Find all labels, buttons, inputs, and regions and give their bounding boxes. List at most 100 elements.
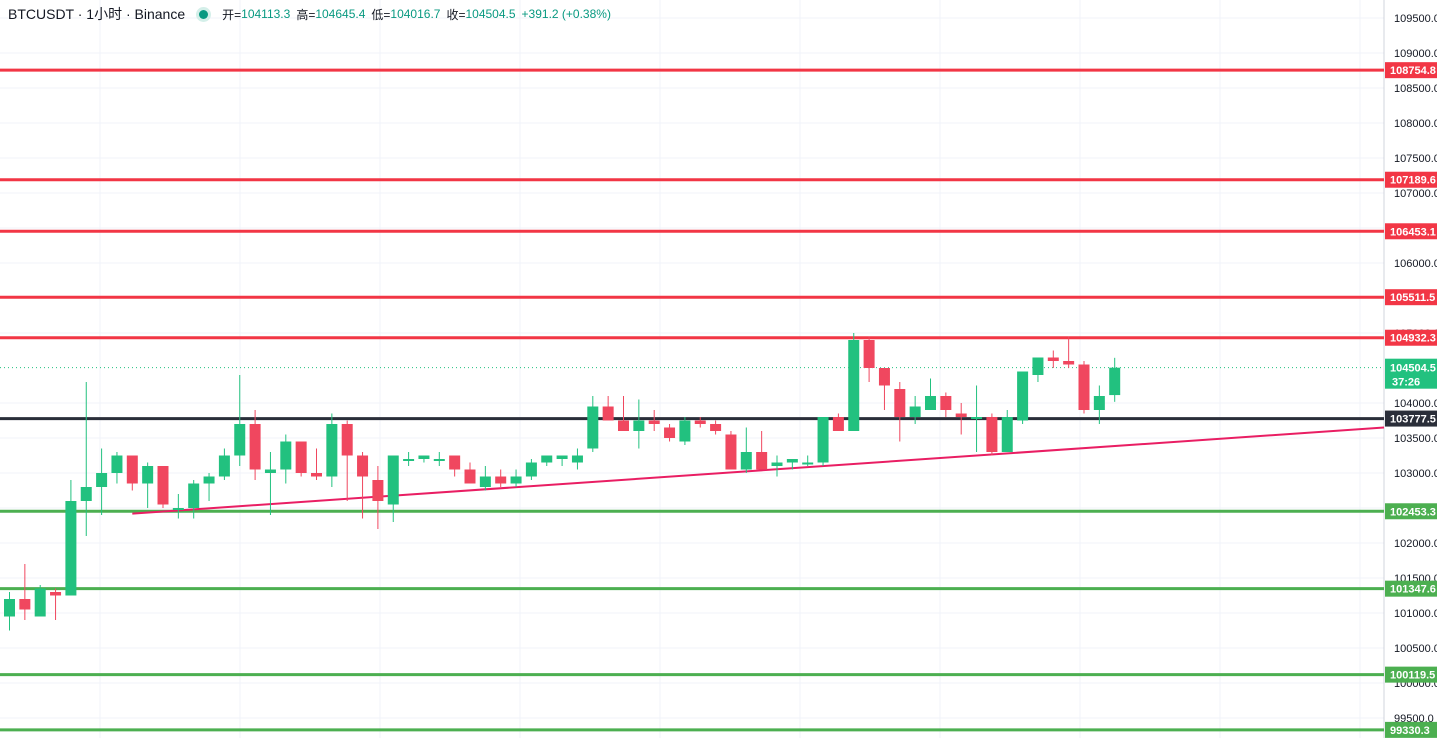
candle-body[interactable] <box>96 473 108 487</box>
price-level-tag[interactable] <box>1385 721 1437 738</box>
price-level-tag[interactable] <box>1385 666 1437 683</box>
price-level-tag-label: 101347.6 <box>1390 584 1436 596</box>
candle-body[interactable] <box>664 427 676 439</box>
price-level-tag[interactable] <box>1385 329 1437 346</box>
candle-body[interactable] <box>142 466 154 484</box>
symbol-title[interactable]: BTCUSDT · 1小时 · Binance <box>8 6 186 22</box>
candle-body[interactable] <box>756 452 768 470</box>
candle-body[interactable] <box>188 483 200 509</box>
market-status-icon[interactable] <box>199 9 209 19</box>
price-level-tag[interactable] <box>1385 503 1437 520</box>
candle-body[interactable] <box>234 424 246 456</box>
candle-body[interactable] <box>111 455 123 474</box>
candle-body[interactable] <box>1093 396 1105 410</box>
candle-body[interactable] <box>1047 357 1059 362</box>
candle-body[interactable] <box>618 420 629 432</box>
candle-body[interactable] <box>249 424 261 470</box>
open-label: 开= <box>222 7 242 22</box>
candle-body[interactable] <box>525 462 537 477</box>
candle-body[interactable] <box>710 424 722 431</box>
candle-body[interactable] <box>694 420 706 425</box>
candle-body[interactable] <box>326 424 338 477</box>
candle-body[interactable] <box>1017 371 1029 421</box>
candle-body[interactable] <box>449 455 461 470</box>
candle-body[interactable] <box>1109 367 1121 396</box>
candle-body[interactable] <box>725 434 737 470</box>
candle-body[interactable] <box>510 476 522 484</box>
candle-body[interactable] <box>341 424 353 456</box>
candle-body[interactable] <box>1032 357 1044 376</box>
candle-body[interactable] <box>571 455 583 463</box>
candle-body[interactable] <box>541 455 553 463</box>
price-level-tag[interactable] <box>1385 580 1437 597</box>
candle-body[interactable] <box>832 417 844 431</box>
candle-body[interactable] <box>740 452 752 470</box>
candle-body[interactable] <box>479 476 491 488</box>
candle-body[interactable] <box>802 462 814 465</box>
candle-body[interactable] <box>1078 364 1090 411</box>
y-tick-label: 106000.0 <box>1394 258 1437 270</box>
candle-body[interactable] <box>971 417 983 419</box>
candle-body[interactable] <box>495 476 507 484</box>
candle-body[interactable] <box>602 406 614 421</box>
candle-body[interactable] <box>372 480 384 501</box>
price-level-tag[interactable] <box>1385 62 1437 79</box>
price-level-tag-label: 104932.3 <box>1390 333 1436 345</box>
candle-body[interactable] <box>909 406 921 418</box>
candle-body[interactable] <box>387 455 399 505</box>
candle-body[interactable] <box>433 459 445 461</box>
candle-body[interactable] <box>280 441 292 470</box>
y-tick-label: 109000.0 <box>1394 48 1437 60</box>
candle-body[interactable] <box>218 455 230 477</box>
y-tick-label: 101000.0 <box>1394 608 1437 620</box>
candle-body[interactable] <box>126 455 138 484</box>
candle-body[interactable] <box>403 459 415 461</box>
y-tick-label: 104000.0 <box>1394 398 1437 410</box>
price-level-tag[interactable] <box>1385 410 1437 427</box>
candle-body[interactable] <box>34 588 46 617</box>
candle-body[interactable] <box>1001 417 1013 452</box>
last-price-tag-label: 104504.5 <box>1390 363 1436 375</box>
y-tick-label: 108500.0 <box>1394 83 1437 95</box>
candle-body[interactable] <box>633 420 645 432</box>
candle-body[interactable] <box>157 466 169 505</box>
candle-body[interactable] <box>80 487 92 501</box>
last-price-tag[interactable] <box>1385 358 1437 389</box>
candle-body[interactable] <box>771 462 783 467</box>
candle-body[interactable] <box>848 340 860 431</box>
candle-body[interactable] <box>172 508 184 510</box>
price-level-tag[interactable] <box>1385 171 1437 188</box>
price-level-tag[interactable] <box>1385 223 1437 240</box>
candle-body[interactable] <box>986 417 998 452</box>
candle-body[interactable] <box>1063 361 1075 365</box>
candle-body[interactable] <box>295 441 307 474</box>
candle-body[interactable] <box>556 455 568 460</box>
candle-body[interactable] <box>203 476 215 484</box>
candle-body[interactable] <box>786 459 798 463</box>
price-level-tag[interactable] <box>1385 289 1437 306</box>
candle-body[interactable] <box>878 368 890 386</box>
candle-body[interactable] <box>925 396 936 410</box>
candle-body[interactable] <box>648 420 660 425</box>
high-label: 高= <box>296 7 316 22</box>
candle-body[interactable] <box>955 413 967 418</box>
candle-body[interactable] <box>418 455 430 460</box>
candle-body[interactable] <box>940 396 952 410</box>
candle-body[interactable] <box>264 469 276 474</box>
candle-body[interactable] <box>50 592 62 596</box>
price-level-tag-label: 106453.1 <box>1390 226 1436 238</box>
candle-body[interactable] <box>65 501 77 596</box>
candle-body[interactable] <box>863 340 875 368</box>
trend-line[interactable] <box>132 426 1385 515</box>
candle-body[interactable] <box>357 455 369 477</box>
candle-body[interactable] <box>587 406 599 449</box>
candle-body[interactable] <box>19 599 31 610</box>
candle-body[interactable] <box>679 420 691 442</box>
candle-body[interactable] <box>311 473 322 477</box>
candle-body[interactable] <box>817 417 829 463</box>
candle-body[interactable] <box>894 389 906 417</box>
candle-body[interactable] <box>4 599 15 617</box>
candle-body[interactable] <box>464 469 476 484</box>
